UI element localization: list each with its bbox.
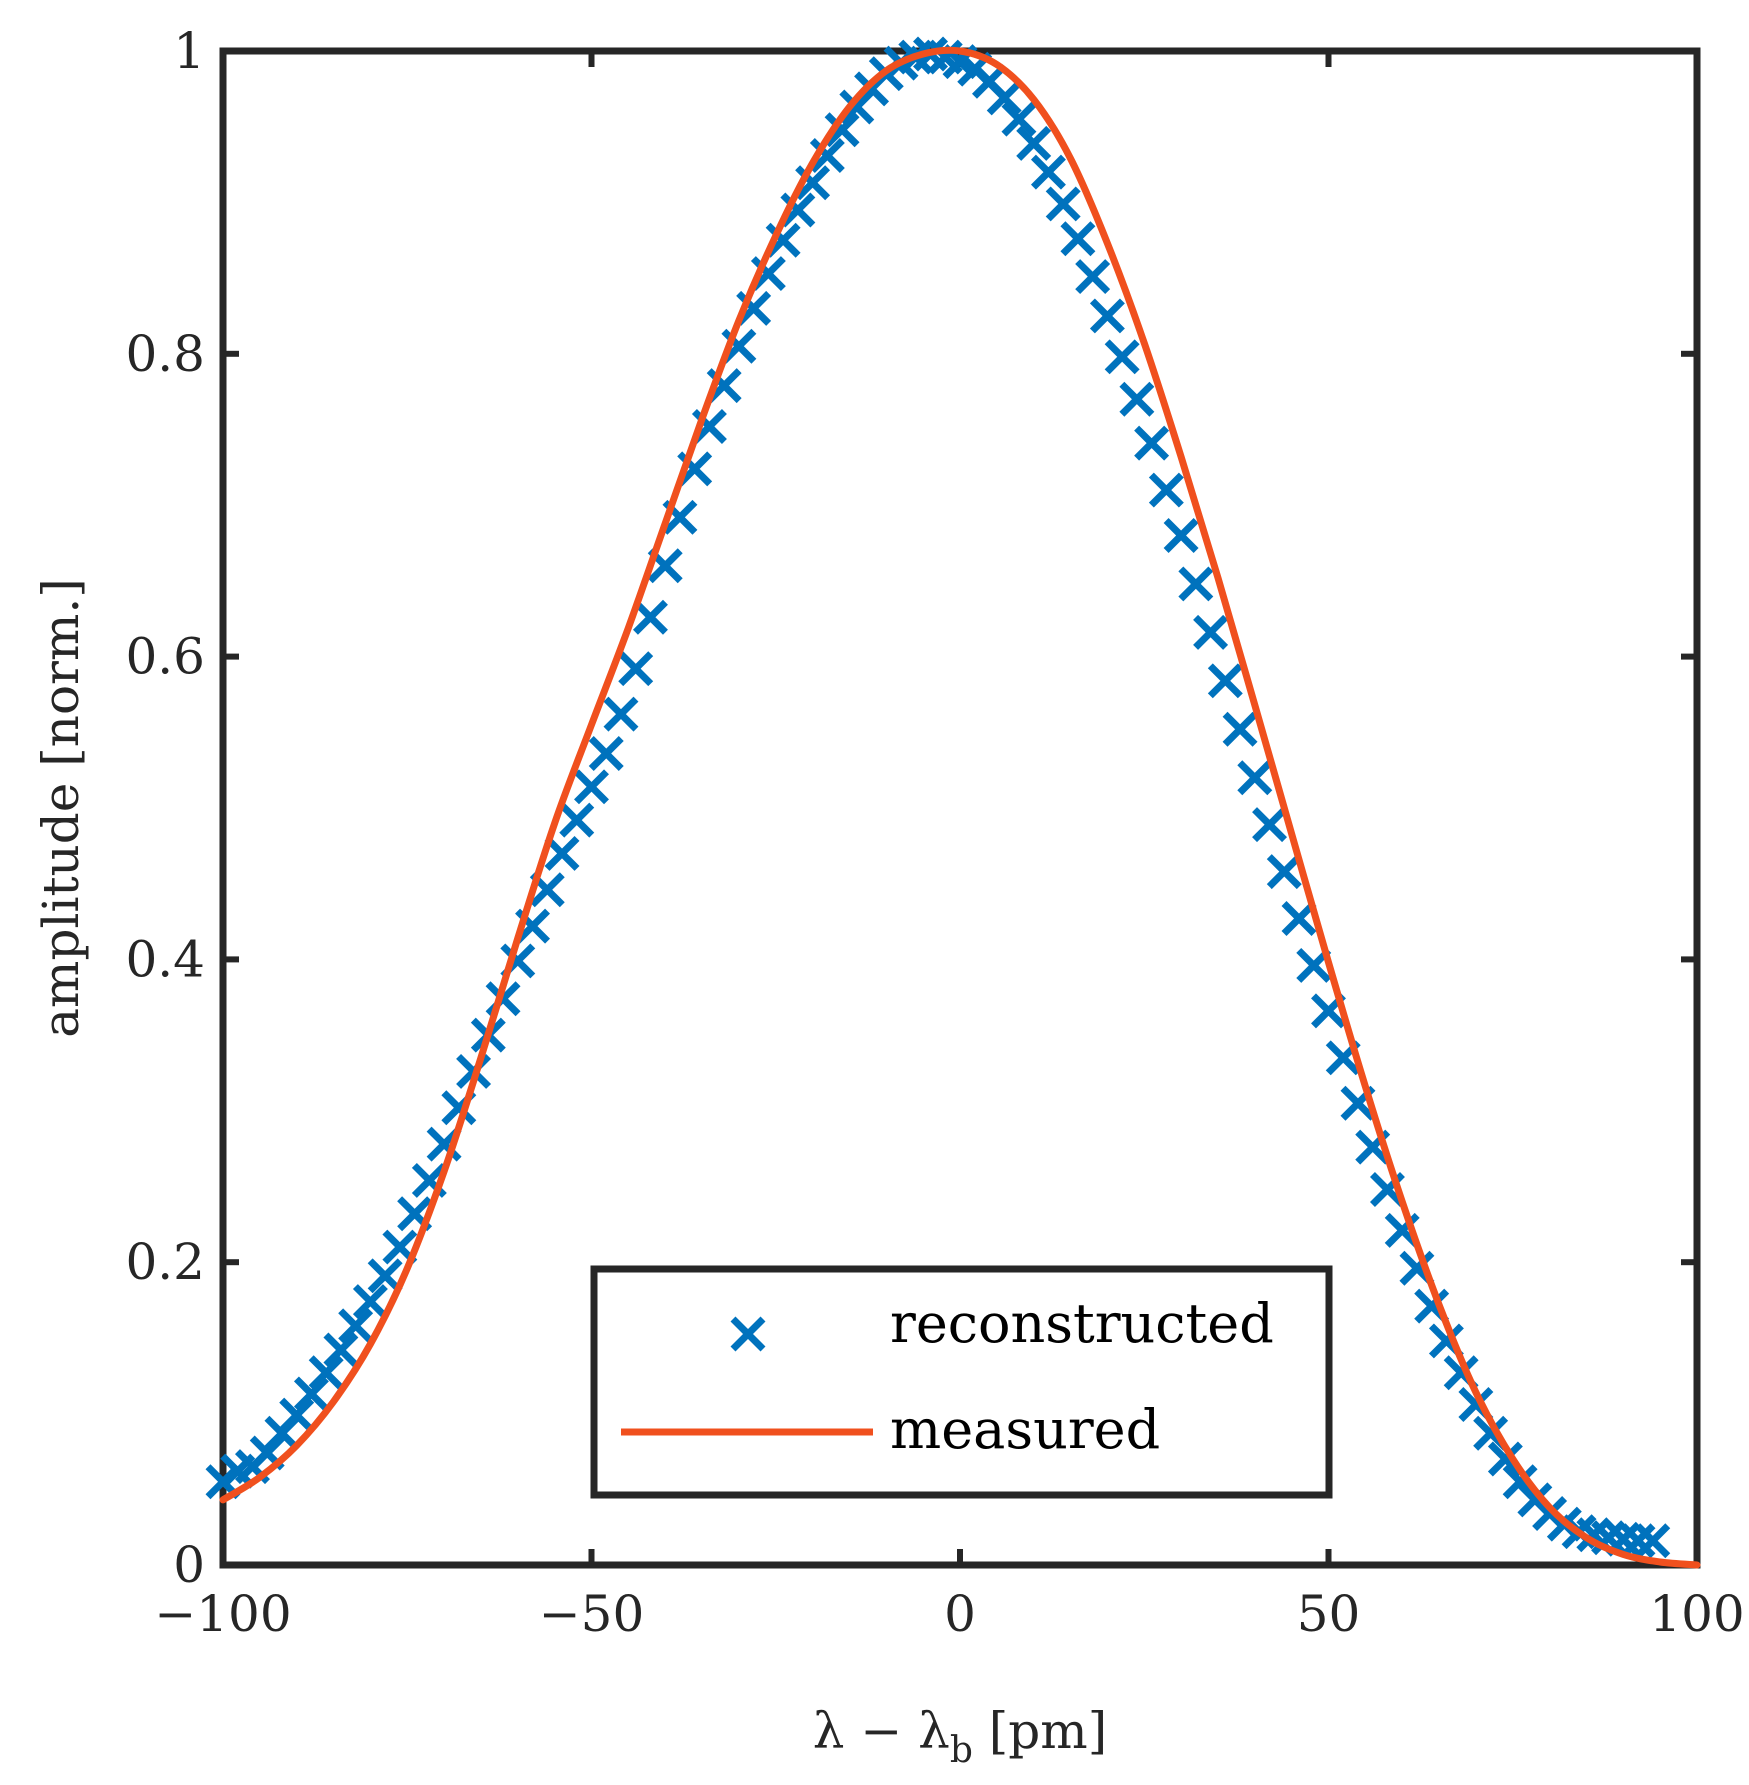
reconstructed-marker (293, 1376, 329, 1412)
reconstructed-marker (795, 165, 831, 201)
reconstructed-marker (1001, 101, 1037, 137)
reconstructed-marker (1193, 614, 1229, 650)
reconstructed-marker (1089, 298, 1125, 334)
legend-marker-reconstructed (730, 1316, 766, 1352)
reconstructed-marker (574, 769, 609, 805)
x-axis-label-subscript: b (950, 1730, 973, 1771)
reconstructed-marker (603, 696, 639, 732)
x-axis-label-main: λ − λ (813, 1702, 950, 1760)
reconstructed-marker (618, 651, 654, 687)
reconstructed-marker (736, 290, 772, 326)
y-tick-label: 0.2 (125, 1233, 205, 1291)
reconstructed-marker (632, 599, 668, 635)
reconstructed-marker (1620, 1523, 1656, 1559)
reconstructed-marker (1104, 339, 1140, 375)
reconstructed-marker (367, 1258, 403, 1294)
reconstructed-marker (1252, 807, 1288, 843)
reconstructed-marker (1045, 186, 1081, 222)
reconstructed-marker (1207, 663, 1243, 699)
reconstructed-marker (279, 1397, 315, 1433)
reconstructed-marker (780, 192, 816, 228)
reconstructed-marker (338, 1308, 374, 1344)
reconstructed-marker (323, 1332, 359, 1368)
y-tick-label: 0 (173, 1536, 205, 1594)
x-tick-label: 50 (1297, 1585, 1361, 1643)
reconstructed-marker (721, 328, 757, 364)
reconstructed-marker (1222, 711, 1258, 747)
reconstructed-marker (1237, 760, 1273, 796)
y-axis-label: amplitude [norm.] (32, 578, 90, 1038)
x-tick-label: −50 (539, 1585, 645, 1643)
reconstructed-marker (1148, 472, 1184, 508)
reconstructed-marker (1060, 221, 1096, 257)
legend-label-measured: measured (890, 1398, 1160, 1461)
reconstructed-marker (559, 802, 595, 838)
reconstructed-marker (352, 1284, 388, 1320)
legend-label-reconstructed: reconstructed (890, 1292, 1274, 1355)
reconstructed-marker (1266, 854, 1302, 890)
x-axis-label-unit: [pm] (973, 1702, 1107, 1760)
reconstructed-marker (765, 222, 801, 258)
reconstructed-marker (1134, 425, 1170, 461)
legend: reconstructed measured (590, 1265, 1333, 1499)
y-tick-label: 0.8 (125, 325, 205, 383)
x-tick-label: 100 (1649, 1585, 1744, 1643)
reconstructed-marker (1016, 125, 1052, 161)
reconstructed-marker (750, 256, 786, 292)
y-tick-labels: 0 0.2 0.4 0.6 0.8 1 (125, 22, 205, 1594)
reconstructed-marker (308, 1355, 344, 1391)
x-tick-labels: −100 −50 0 50 100 (154, 1585, 1744, 1643)
reconstructed-marker (986, 80, 1022, 116)
reconstructed-marker (1178, 566, 1214, 602)
y-tick-label: 1 (173, 22, 205, 80)
reconstructed-marker (809, 137, 845, 173)
legend-box (590, 1265, 1333, 1499)
reconstructed-marker (1119, 381, 1155, 417)
reconstructed-marker (1030, 154, 1066, 190)
reconstructed-marker (1163, 518, 1199, 553)
reconstructed-marker (544, 835, 580, 871)
reconstructed-marker (824, 112, 860, 148)
reconstructed-marker (1635, 1523, 1671, 1559)
reconstructed-marker (1281, 901, 1317, 936)
measured-series-line (219, 46, 1701, 1569)
y-tick-label: 0.4 (125, 930, 205, 988)
y-tick-label: 0.6 (125, 628, 205, 686)
reconstructed-marker (588, 736, 624, 771)
reconstructed-marker (1075, 259, 1111, 295)
x-axis-label: λ − λb [pm] (813, 1702, 1107, 1771)
x-tick-label: 0 (944, 1585, 976, 1643)
x-tick-label: −100 (154, 1585, 291, 1643)
